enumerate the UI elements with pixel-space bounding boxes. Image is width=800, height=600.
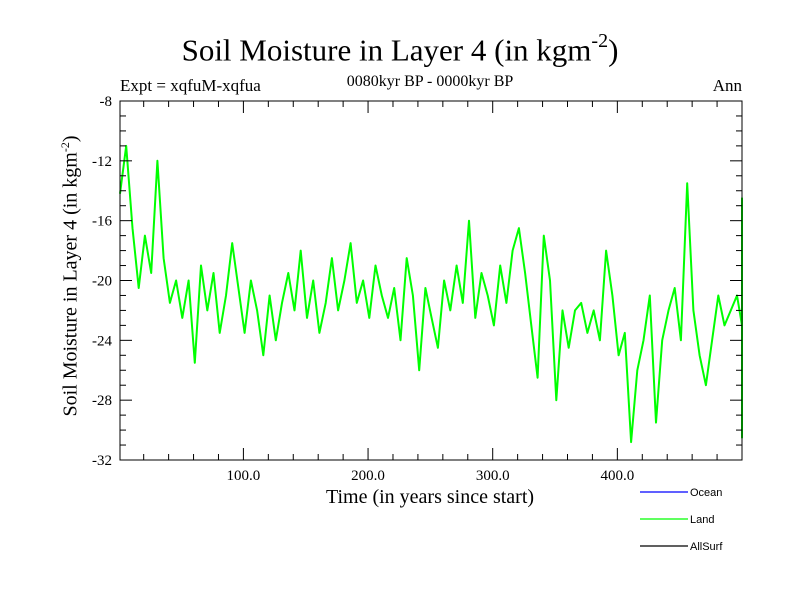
x-tick-label: 200.0 <box>351 468 385 484</box>
y-tick-label: -16 <box>92 214 112 230</box>
x-tick-label: 400.0 <box>600 468 634 484</box>
chart-title: Soil Moisture in Layer 4 (in kgm-2) <box>0 30 800 68</box>
x-tick-label: 100.0 <box>227 468 261 484</box>
axes: -8 -12 -16 -20 -24 -28 -32 100.0 200.0 300.0 400.0 <box>92 94 743 484</box>
x-tick-label: 300.0 <box>476 468 510 484</box>
legend: Ocean Land AllSurf <box>640 487 723 553</box>
chart-title-superscript: -2 <box>591 30 609 52</box>
chart-subtitle: 0080kyr BP - 0000kyr BP <box>346 73 514 90</box>
plot-area <box>119 144 743 444</box>
y-tick-label: -32 <box>92 453 112 469</box>
chart-title-text: Soil Moisture in Layer 4 (in kgm <box>181 32 592 68</box>
y-tick-label: -12 <box>92 154 112 170</box>
season-label: Ann <box>712 76 742 95</box>
y-tick-label: -8 <box>100 94 113 110</box>
legend-label-ocean: Ocean <box>690 487 722 499</box>
chart-title-end: ) <box>608 32 619 68</box>
y-tick-label: -24 <box>92 333 112 349</box>
y-tick-label: -20 <box>92 274 112 290</box>
x-axis-label: Time (in years since start) <box>325 486 535 508</box>
experiment-label: Expt = xqfuM-xqfua <box>120 76 261 95</box>
land-series-line <box>119 144 743 444</box>
legend-label-land: Land <box>690 514 714 526</box>
legend-label-allsurf: AllSurf <box>690 541 723 553</box>
y-tick-label: -28 <box>92 393 112 409</box>
